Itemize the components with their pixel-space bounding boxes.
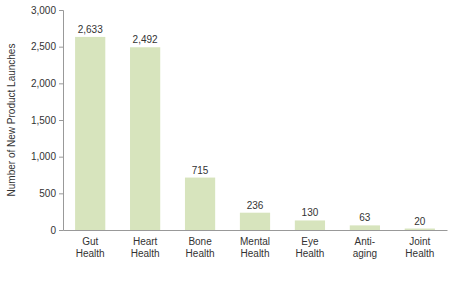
data-label: 2,492: [133, 34, 158, 45]
tick-mark: [59, 10, 63, 11]
tick-label: Anti-aging: [353, 236, 377, 259]
bar: [295, 220, 325, 230]
data-label: 63: [359, 212, 371, 223]
tick-label: 1,500: [31, 115, 56, 126]
bar: [75, 37, 105, 230]
bars: [75, 37, 435, 230]
tick: EyeHealth: [295, 236, 324, 259]
data-label: 236: [247, 200, 264, 211]
tick: GutHealth: [76, 236, 105, 259]
tick-label: BoneHealth: [186, 236, 215, 259]
bar: [240, 213, 270, 230]
tick-mark: [59, 83, 63, 84]
tick-mark: [59, 120, 63, 121]
tick-label: 0: [50, 225, 56, 236]
tick: 1,000: [31, 151, 63, 162]
axis-line: [59, 11, 64, 231]
tick-label: 500: [39, 188, 56, 199]
tick: BoneHealth: [186, 236, 215, 259]
tick: JointHealth: [405, 236, 434, 259]
tick: 500: [39, 188, 63, 199]
data-label: 20: [414, 216, 426, 227]
tick-label: GutHealth: [76, 236, 105, 259]
axis-title: Number of New Product Launches: [6, 44, 17, 197]
x-axis: GutHealth HeartHealth BoneHealth MentalHeal…: [64, 231, 448, 260]
bar: [185, 178, 215, 230]
tick-label: 2,500: [31, 41, 56, 52]
data-label: 2,633: [78, 24, 103, 35]
tick-label: 2,000: [31, 78, 56, 89]
tick: HeartHealth: [131, 236, 160, 259]
tick: 2,500: [31, 41, 63, 52]
bar: [350, 225, 380, 230]
tick-label: HeartHealth: [131, 236, 160, 259]
data-label: 130: [302, 207, 319, 218]
tick: 0: [50, 225, 63, 236]
tick: 3,000: [31, 5, 63, 16]
y-axis: 0 500 1,000 1,500 2,000 2,500 3,000: [31, 5, 64, 236]
bar: [130, 47, 160, 230]
tick-label: EyeHealth: [295, 236, 324, 259]
data-label: 715: [192, 165, 209, 176]
axis-line: [64, 230, 448, 231]
plot: 0 500 1,000 1,500 2,000 2,500 3,000 GutHealth He…: [31, 5, 448, 259]
tick-label: 3,000: [31, 5, 56, 16]
tick-label: JointHealth: [405, 236, 434, 259]
tick: MentalHealth: [240, 236, 270, 259]
tick-mark: [59, 230, 63, 231]
tick: 1,500: [31, 115, 63, 126]
tick-label: MentalHealth: [240, 236, 270, 259]
tick: Anti-aging: [353, 236, 377, 259]
bar: [405, 229, 435, 230]
tick-mark: [59, 157, 63, 158]
chart: 0 500 1,000 1,500 2,000 2,500 3,000 GutHealth He…: [0, 0, 461, 282]
tick-label: 1,000: [31, 151, 56, 162]
tick-mark: [59, 193, 63, 194]
data-labels: 2,633 2,492 715 236 130 63 20: [78, 24, 426, 227]
tick: 2,000: [31, 78, 63, 89]
tick-mark: [59, 47, 63, 48]
